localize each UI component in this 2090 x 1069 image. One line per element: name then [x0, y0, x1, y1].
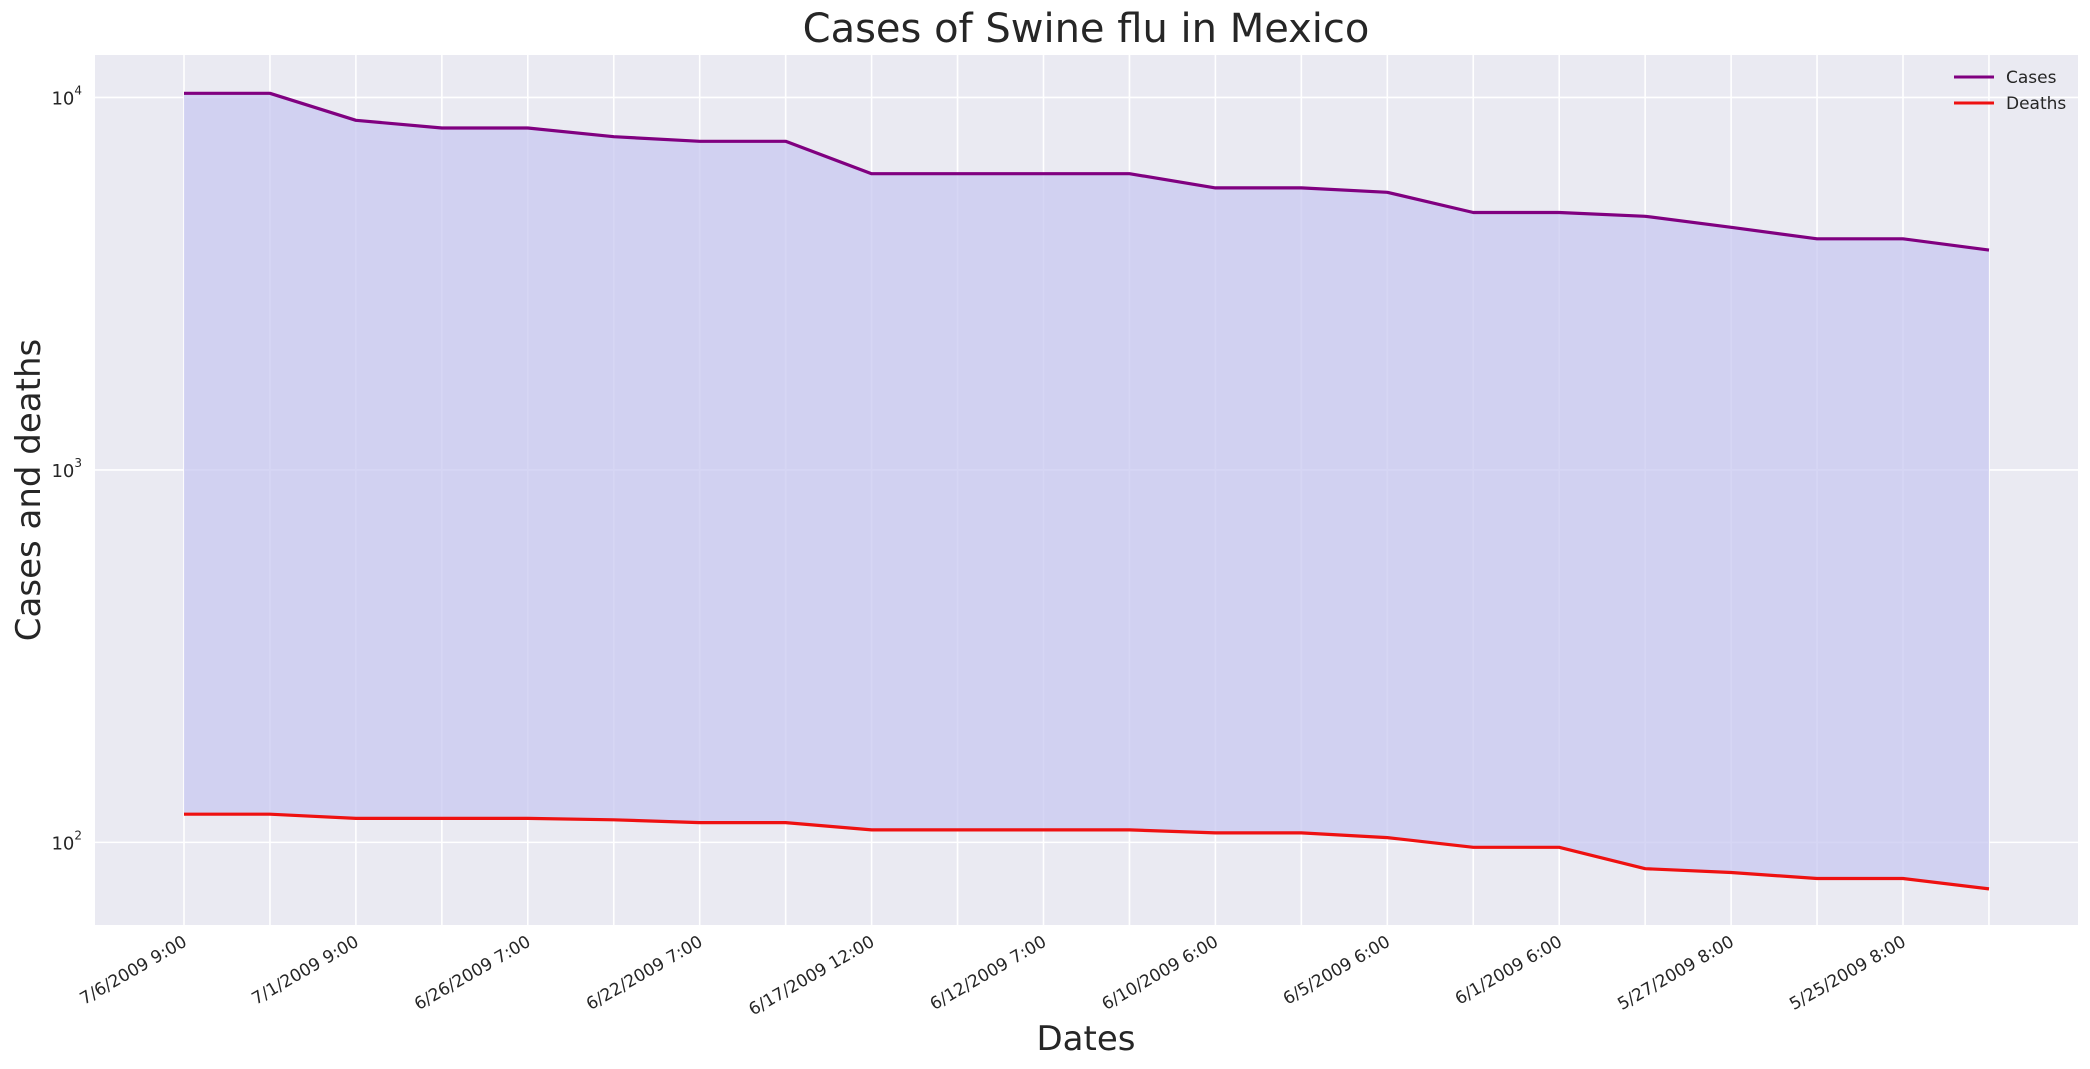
y-tick-label: 103	[51, 456, 82, 482]
series-line-cases	[184, 91, 1990, 252]
x-tick-label: 6/26/2009 7:00	[411, 932, 534, 1015]
y-tick-label: 104	[51, 83, 82, 109]
x-tick-label: 7/1/2009 9:00	[249, 932, 363, 1009]
x-tick-label: 7/6/2009 9:00	[77, 932, 191, 1009]
x-tick-label: 6/5/2009 6:00	[1280, 932, 1394, 1009]
x-tick-label: 6/17/2009 12:00	[746, 932, 879, 1020]
legend: Cases Deaths	[1954, 68, 2066, 114]
legend-label-deaths: Deaths	[2006, 94, 2066, 114]
chart-title: Cases of Swine flu in Mexico	[803, 6, 1370, 52]
x-tick-label: 6/1/2009 6:00	[1452, 932, 1566, 1009]
x-tick-label: 6/12/2009 7:00	[927, 932, 1050, 1015]
legend-label-cases: Cases	[2006, 68, 2057, 88]
y-axis-ticks: 102 103 104	[51, 83, 82, 854]
fill-between-area	[184, 93, 1989, 889]
x-axis-label: Dates	[1037, 1019, 1136, 1059]
y-axis-label: Cases and deaths	[9, 339, 49, 641]
y-tick-label: 102	[51, 828, 82, 854]
x-tick-label: 5/25/2009 8:00	[1786, 932, 1909, 1015]
x-tick-label: 6/10/2009 6:00	[1099, 932, 1222, 1015]
x-tick-label: 5/27/2009 8:00	[1614, 932, 1737, 1015]
series-line-deaths	[184, 812, 1990, 891]
x-axis-ticks: 7/6/2009 9:00 7/1/2009 9:00 6/26/2009 7:00…	[77, 932, 1910, 1020]
series-lines	[184, 91, 1990, 891]
x-tick-label: 6/22/2009 7:00	[583, 932, 706, 1015]
